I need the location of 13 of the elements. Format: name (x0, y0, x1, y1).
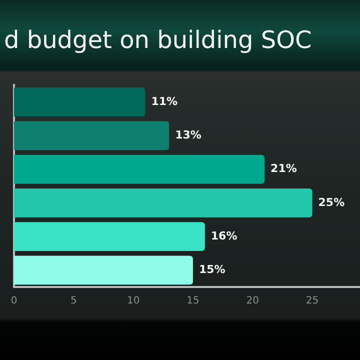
x-tick-label: 0 (10, 296, 18, 307)
x-tick-label: 15 (186, 296, 200, 307)
data-label: 16% (210, 229, 238, 242)
x-tick-label: 25 (306, 296, 319, 307)
x-tick-label: 5 (70, 296, 77, 307)
data-label: 15% (198, 263, 226, 276)
chart-title: d budget on building SOC (4, 26, 312, 54)
data-label: 11% (151, 94, 178, 108)
data-label: 25% (318, 196, 345, 209)
data-label: 13% (175, 128, 202, 142)
x-tick-label: 10 (126, 296, 140, 307)
x-tick-label: 20 (246, 296, 259, 307)
data-label: 21% (270, 162, 297, 176)
